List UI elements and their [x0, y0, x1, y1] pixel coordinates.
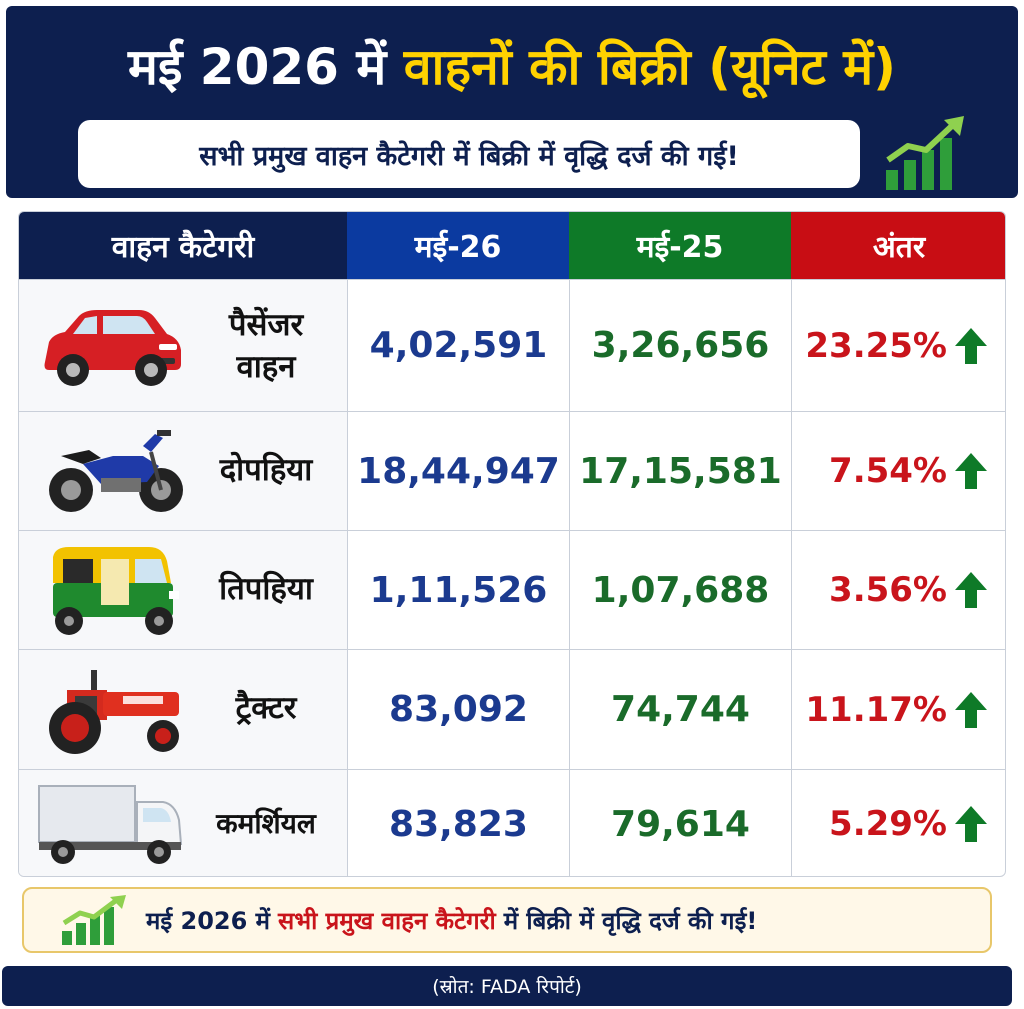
footer-prefix: मई 2026 में — [146, 906, 270, 935]
category-cell: तिपहिया — [19, 531, 347, 649]
may25-value: 3,26,656 — [591, 325, 770, 366]
table-row: पैसेंजर वाहन 4,02,591 3,26,656 23.25% — [19, 279, 1005, 411]
source-text: (स्रोत: FADA रिपोर्ट) — [432, 976, 582, 998]
may26-value: 18,44,947 — [357, 450, 560, 492]
category-cell: कमर्शियल — [19, 770, 347, 876]
change-value: 23.25% — [805, 325, 947, 366]
category-label: कमर्शियल — [191, 803, 341, 845]
category-label: दोपहिया — [191, 449, 341, 491]
may25-value: 79,614 — [611, 803, 750, 845]
growth-chart-icon — [886, 116, 964, 190]
may25-cell: 74,744 — [569, 650, 791, 769]
may25-cell: 17,15,581 — [569, 412, 791, 530]
change-cell: 5.29% — [791, 770, 1005, 876]
arrow-up-icon — [955, 691, 987, 728]
table-row: ट्रैक्टर 83,092 74,744 11.17% — [19, 649, 1005, 769]
category-label: ट्रैक्टर — [191, 687, 341, 729]
may26-cell: 83,823 — [347, 770, 569, 876]
change-value: 3.56% — [829, 570, 947, 610]
may26-cell: 18,44,947 — [347, 412, 569, 530]
may25-value: 17,15,581 — [579, 450, 782, 492]
may26-value: 83,092 — [389, 689, 528, 730]
header-change: अंतर — [791, 212, 1005, 279]
header-may25: मई-25 — [569, 212, 791, 279]
table-row: दोपहिया 18,44,947 17,15,581 7.54% — [19, 411, 1005, 530]
category-cell: दोपहिया — [19, 412, 347, 530]
category-label: पैसेंजर वाहन — [191, 304, 341, 388]
arrow-up-icon — [955, 453, 987, 489]
footer-note: मई 2026 में सभी प्रमुख वाहन कैटेगरी में … — [22, 887, 992, 953]
category-cell: ट्रैक्टर — [19, 650, 347, 769]
may26-cell: 83,092 — [347, 650, 569, 769]
tractor-icon — [49, 670, 179, 754]
may25-value: 1,07,688 — [591, 569, 770, 611]
category-label-line2: वाहन — [236, 349, 296, 385]
source-bar: (स्रोत: FADA रिपोर्ट) — [2, 966, 1012, 1006]
category-label-line1: तिपहिया — [219, 571, 313, 607]
footer-text: मई 2026 में सभी प्रमुख वाहन कैटेगरी में … — [146, 889, 757, 951]
title-banner: मई 2026 में वाहनों की बिक्री (यूनिट में)… — [6, 6, 1018, 198]
category-label: तिपहिया — [191, 568, 341, 610]
auto-rickshaw-icon — [53, 547, 179, 635]
main-title: मई 2026 में वाहनों की बिक्री (यूनिट में) — [6, 34, 1018, 100]
may25-value: 74,744 — [611, 689, 750, 730]
category-label-line1: पैसेंजर — [228, 307, 304, 343]
header-category: वाहन कैटेगरी — [19, 212, 347, 279]
title-yellow-part: वाहनों की बिक्री (यूनिट में) — [403, 38, 897, 96]
change-cell: 23.25% — [791, 280, 1005, 411]
category-label-line1: कमर्शियल — [216, 807, 316, 840]
may26-value: 4,02,591 — [369, 325, 548, 366]
footer-highlight: सभी प्रमुख वाहन कैटेगरी — [278, 906, 496, 935]
subtitle-box: सभी प्रमुख वाहन कैटेगरी में बिक्री में व… — [78, 120, 860, 188]
table-header: वाहन कैटेगरी मई-26 मई-25 अंतर — [19, 212, 1005, 279]
arrow-up-icon — [955, 572, 987, 608]
truck-icon — [38, 785, 183, 864]
may25-cell: 1,07,688 — [569, 531, 791, 649]
growth-chart-icon — [62, 895, 126, 945]
car-icon — [44, 310, 181, 386]
title-white-part: मई 2026 में — [127, 38, 387, 96]
change-value: 11.17% — [805, 689, 947, 730]
change-cell: 7.54% — [791, 412, 1005, 530]
may26-cell: 1,11,526 — [347, 531, 569, 649]
may25-cell: 79,614 — [569, 770, 791, 876]
category-label-line1: ट्रैक्टर — [235, 690, 297, 726]
category-cell: पैसेंजर वाहन — [19, 280, 347, 411]
subtitle-text: सभी प्रमुख वाहन कैटेगरी में बिक्री में व… — [199, 140, 739, 172]
footer-suffix: में बिक्री में वृद्धि दर्ज की गई! — [503, 906, 758, 935]
sales-table: वाहन कैटेगरी मई-26 मई-25 अंतर पैसेंजर वा… — [18, 211, 1006, 877]
may25-cell: 3,26,656 — [569, 280, 791, 411]
may26-cell: 4,02,591 — [347, 280, 569, 411]
may26-value: 1,11,526 — [369, 569, 548, 611]
change-value: 5.29% — [829, 804, 947, 844]
table-row: तिपहिया 1,11,526 1,07,688 3.56% — [19, 530, 1005, 649]
table-row: कमर्शियल 83,823 79,614 5.29% — [19, 769, 1005, 876]
category-label-line1: दोपहिया — [219, 452, 313, 488]
change-value: 7.54% — [829, 451, 947, 491]
change-cell: 11.17% — [791, 650, 1005, 769]
header-may26: मई-26 — [347, 212, 569, 279]
arrow-up-icon — [955, 327, 987, 364]
may26-value: 83,823 — [389, 803, 528, 845]
arrow-up-icon — [955, 806, 987, 842]
motorcycle-icon — [49, 430, 183, 512]
change-cell: 3.56% — [791, 531, 1005, 649]
